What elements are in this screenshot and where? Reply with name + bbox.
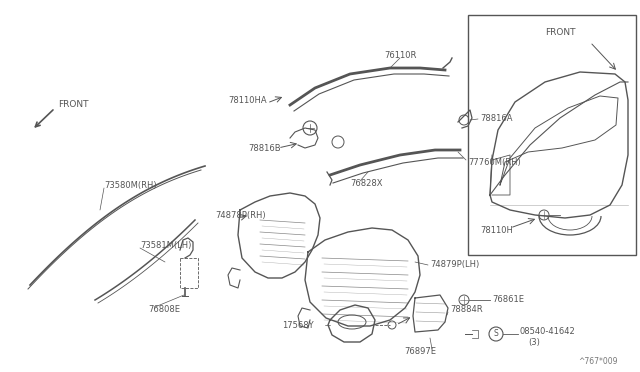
Text: 76110R: 76110R <box>384 51 416 60</box>
Text: 77760M(RH): 77760M(RH) <box>468 157 521 167</box>
Text: 74878P(RH): 74878P(RH) <box>215 211 266 219</box>
Text: 78816A: 78816A <box>480 113 513 122</box>
Text: FRONT: FRONT <box>58 99 88 109</box>
FancyBboxPatch shape <box>468 15 636 255</box>
Text: S: S <box>493 330 499 339</box>
Text: 76897E: 76897E <box>404 347 436 356</box>
Text: 76861E: 76861E <box>492 295 524 305</box>
Text: 76808E: 76808E <box>148 305 180 314</box>
Text: 78110HA: 78110HA <box>228 96 267 105</box>
Text: 08540-41642: 08540-41642 <box>520 327 576 337</box>
Text: (3): (3) <box>528 337 540 346</box>
Text: 74879P(LH): 74879P(LH) <box>430 260 479 269</box>
Text: 73580M(RH): 73580M(RH) <box>104 180 157 189</box>
Text: 73581M(LH): 73581M(LH) <box>140 241 191 250</box>
Text: FRONT: FRONT <box>545 28 575 36</box>
Text: 78816B: 78816B <box>248 144 280 153</box>
Text: 78110H: 78110H <box>480 225 513 234</box>
Text: 76828X: 76828X <box>350 179 383 187</box>
Text: 78884R: 78884R <box>450 305 483 314</box>
Text: ^767*009: ^767*009 <box>579 357 618 366</box>
Text: 17568Y: 17568Y <box>282 321 314 330</box>
